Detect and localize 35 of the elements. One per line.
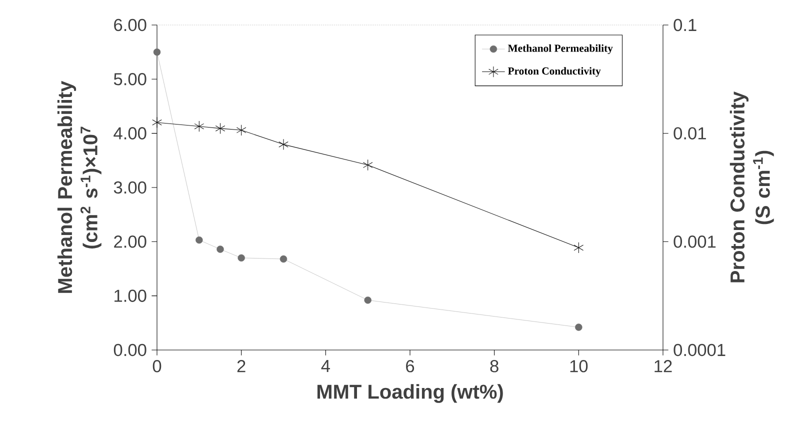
x-tick-label: 6: [406, 360, 414, 372]
y2-tick-label: 0.1: [674, 18, 696, 32]
x-tick-label: 8: [490, 360, 498, 372]
y2-tick-label: 0.001: [674, 236, 716, 248]
point: [215, 122, 226, 134]
y-tick-label: 3.00: [114, 181, 146, 194]
point: [153, 48, 161, 56]
x-tick-label: 0: [152, 360, 162, 372]
point: [194, 120, 204, 132]
point: [278, 138, 288, 150]
point: [280, 255, 288, 263]
y-tick-label: 0.00: [114, 344, 146, 356]
x-tick-label: 4: [321, 360, 330, 372]
point: [575, 324, 582, 331]
x-tick-label: 2: [237, 360, 246, 372]
x-tick-label: 12: [654, 360, 672, 372]
legend-label: Methanol Permeability: [508, 44, 613, 54]
point: [216, 246, 224, 253]
y-tick-label: 5.00: [114, 73, 146, 86]
point: [362, 159, 373, 171]
legend-label: Proton Conductivity: [508, 67, 601, 77]
point: [236, 124, 246, 136]
point: [152, 116, 162, 128]
point: [196, 236, 203, 244]
y-tick-label: 1.00: [114, 290, 146, 302]
y-tick-label: 2.00: [114, 236, 146, 248]
point: [364, 296, 372, 304]
y-tick-label: 6.00: [114, 18, 146, 32]
y2-tick-label: 0.01: [674, 127, 706, 140]
point: [238, 254, 245, 262]
y2-tick-label: 0.0001: [674, 344, 726, 356]
y-tick-label: 4.00: [114, 127, 146, 140]
x-axis-title: MMT Loading (wt%): [317, 384, 503, 403]
point: [574, 242, 584, 254]
x-tick-label: 10: [570, 360, 588, 372]
